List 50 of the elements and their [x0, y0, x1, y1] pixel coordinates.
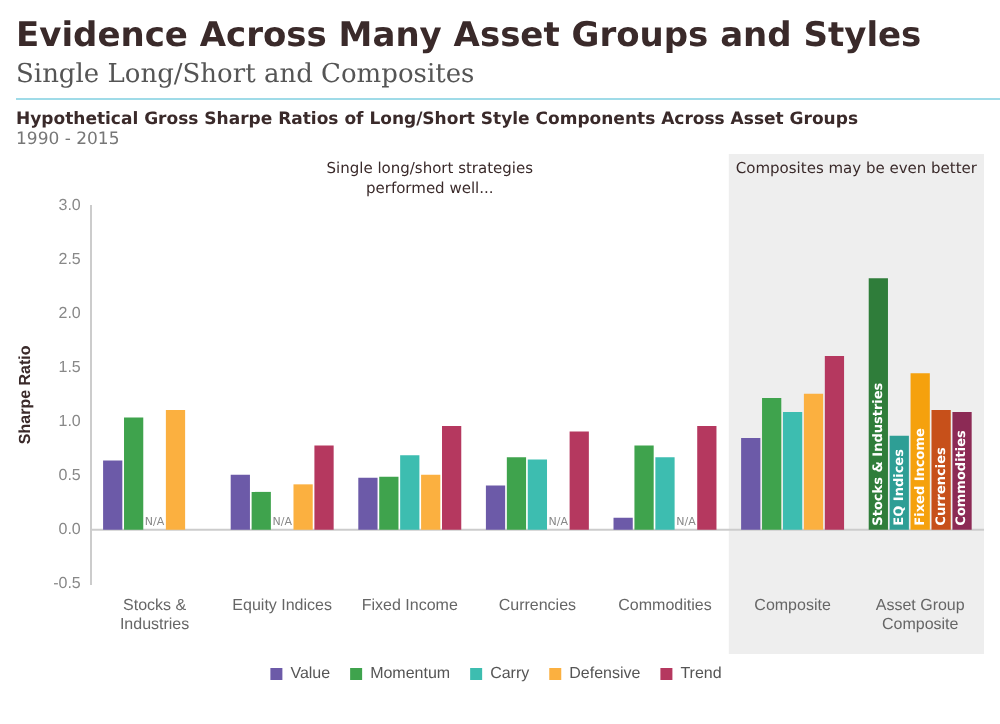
bar: [379, 476, 399, 530]
bar: [165, 409, 186, 530]
bar: [697, 426, 717, 530]
y-tick-label: 2.5: [58, 250, 82, 269]
bar: [824, 355, 845, 530]
bar: [762, 398, 782, 530]
bar: [230, 474, 250, 530]
y-tick-label: 0.0: [58, 520, 82, 539]
bar: [251, 491, 271, 530]
bar: [485, 485, 506, 530]
bar: [741, 437, 761, 530]
bar: [400, 455, 420, 530]
bar: [506, 457, 527, 530]
y-axis-title: Sharpe Ratio: [16, 345, 35, 445]
y-tick-label: -0.5: [53, 574, 82, 593]
legend-label: Value: [290, 664, 332, 683]
bar: [442, 426, 462, 530]
bar: [314, 445, 334, 530]
bar: [634, 445, 654, 530]
x-tick-label: Fixed Income: [361, 595, 459, 614]
y-tick-label: 2.0: [58, 304, 82, 323]
y-tick-label: 3.0: [58, 196, 82, 215]
bar: [293, 484, 313, 530]
text: Hypothetical Gross Sharpe Ratios of Long/Short Style Components Across Asset Groups: [16, 110, 860, 130]
y-tick-label: 1.5: [58, 358, 82, 377]
x-tick-label: Currencies: [498, 595, 577, 614]
bar: [103, 460, 123, 530]
bar: [803, 393, 824, 530]
x-tick-label: Composite: [754, 595, 832, 614]
legend-label: Defensive: [569, 664, 642, 683]
bar: [613, 517, 633, 530]
legend-label: Trend: [680, 664, 722, 683]
y-tick-label: 0.5: [58, 466, 82, 485]
x-tick-label: Stocks & Industries: [119, 595, 190, 633]
bar: [358, 477, 378, 530]
x-tick-label: Equity Indices: [232, 595, 332, 614]
x-tick-label: Commodities: [618, 595, 712, 614]
chart-title: Evidence Across Many Asset Groups and Styles: [16, 16, 924, 56]
legend-label: Carry: [490, 664, 530, 683]
text: 1990 - 2015: [16, 130, 122, 150]
bar: [655, 457, 675, 530]
bar: [569, 431, 589, 530]
bar: [124, 417, 144, 530]
bar: [421, 474, 441, 530]
bar: [527, 459, 548, 530]
chart-subtitle: Single Long/Short and Composites: [16, 60, 477, 90]
legend-label: Momentum: [370, 664, 451, 683]
bar: [782, 412, 803, 530]
x-tick-label: Asset Group Composite: [875, 595, 966, 633]
y-tick-label: 1.0: [58, 412, 82, 431]
